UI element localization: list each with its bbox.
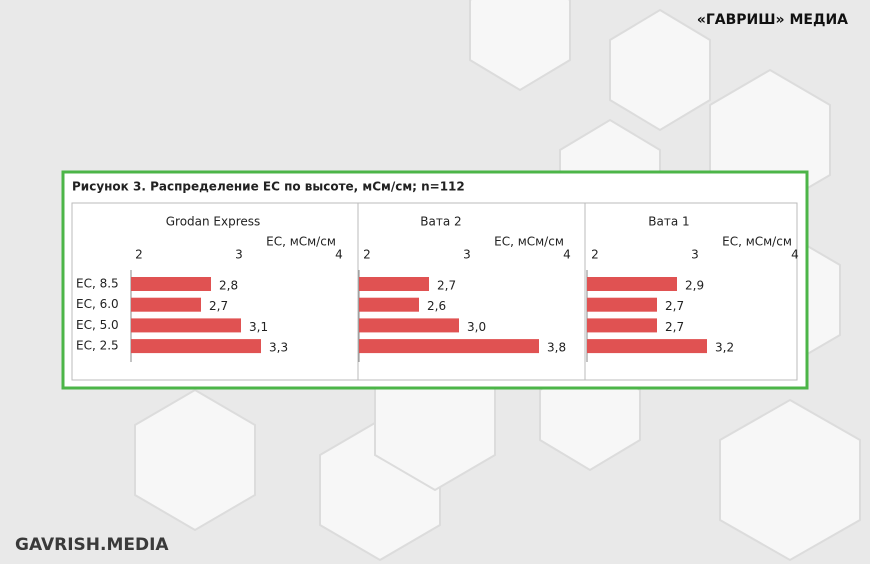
- bar: [131, 277, 211, 291]
- bar: [359, 277, 429, 291]
- bar: [587, 297, 657, 312]
- bar: [587, 318, 657, 333]
- chart-title: Grodan Express: [166, 215, 261, 229]
- x-axis-title: ЕС, мСм/см: [494, 235, 564, 249]
- bar: [131, 339, 261, 354]
- x-tick-label: 4: [335, 248, 343, 262]
- value-label: 2,7: [665, 299, 684, 313]
- value-label: 2,7: [437, 279, 456, 293]
- x-tick-label: 3: [235, 248, 243, 262]
- value-label: 3,0: [467, 320, 486, 334]
- bar: [359, 318, 459, 333]
- y-tick-label: EC, 5.0: [76, 318, 119, 332]
- chart-title: Вата 1: [648, 215, 689, 229]
- value-label: 2,8: [219, 279, 238, 293]
- x-tick-label: 2: [135, 248, 143, 262]
- x-tick-label: 4: [791, 248, 799, 262]
- x-tick-label: 3: [691, 248, 699, 262]
- x-axis-title: ЕС, мСм/см: [266, 235, 336, 249]
- bar: [131, 318, 241, 333]
- footer-brand: GAVRISH.MEDIA: [15, 535, 169, 555]
- x-tick-label: 2: [363, 248, 371, 262]
- value-label: 2,7: [209, 299, 228, 313]
- value-label: 2,6: [427, 299, 446, 313]
- value-label: 3,2: [715, 341, 734, 355]
- value-label: 3,3: [269, 341, 288, 355]
- bar: [587, 277, 677, 291]
- y-tick-label: EC, 8.5: [76, 277, 119, 291]
- x-tick-label: 3: [463, 248, 471, 262]
- y-tick-label: EC, 2.5: [76, 339, 119, 353]
- figure-title: Рисунок 3. Распределение ЕС по высоте, м…: [72, 180, 465, 194]
- value-label: 2,9: [685, 279, 704, 293]
- x-tick-label: 4: [563, 248, 571, 262]
- bar: [359, 297, 419, 312]
- value-label: 2,7: [665, 320, 684, 334]
- x-axis-title: ЕС, мСм/см: [722, 235, 792, 249]
- bar: [587, 339, 707, 354]
- value-label: 3,8: [547, 341, 566, 355]
- bar: [359, 339, 539, 354]
- chart-title: Вата 2: [420, 215, 461, 229]
- y-tick-label: EC, 6.0: [76, 297, 119, 311]
- brand: «ГАВРИШ» МЕДИА: [697, 12, 848, 28]
- x-tick-label: 2: [591, 248, 599, 262]
- bar: [131, 297, 201, 312]
- value-label: 3,1: [249, 320, 268, 334]
